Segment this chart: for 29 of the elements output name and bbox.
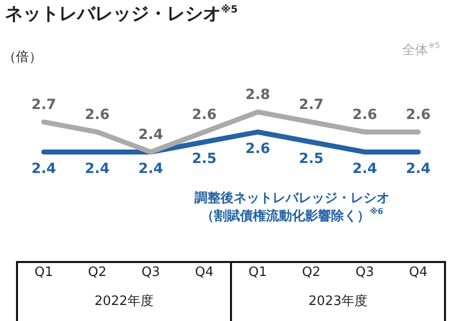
data-label: 2.6	[352, 107, 378, 123]
x-tick-label: Q3	[141, 265, 160, 280]
data-label: 2.4	[138, 161, 164, 177]
data-label: 2.4	[138, 127, 164, 143]
data-label: 2.6	[192, 107, 217, 123]
x-tick-label: Q3	[355, 265, 374, 280]
data-label: 2.6	[406, 107, 431, 123]
data-label: 2.4	[352, 161, 378, 177]
data-label: 2.7	[31, 97, 56, 113]
y-axis-title: （倍）	[3, 50, 42, 65]
data-label: 2.4	[406, 161, 431, 177]
text: 全体$^{※5}$	[402, 41, 440, 60]
data-label: 2.7	[298, 97, 324, 113]
data-label: 2.5	[192, 151, 217, 167]
x-tick-label: Q2	[88, 265, 107, 280]
data-label: 2.6	[84, 107, 110, 123]
text: 2022年度	[94, 293, 154, 309]
data-label: 2.4	[84, 161, 110, 177]
x-tick-label: Q4	[408, 265, 428, 280]
x-tick-label: Q4	[194, 265, 214, 280]
x-tick-label: Q1	[248, 265, 268, 280]
data-label: 2.5	[298, 151, 324, 167]
text: 調整後ネットレバレッジ・レシオ（割賦債権流動化影響除く）$^{※6}$	[194, 190, 390, 226]
data-label: 2.4	[31, 161, 56, 177]
x-tick-label: Q1	[34, 265, 54, 280]
text: 2023年度	[308, 293, 368, 309]
data-label: 2.8	[245, 87, 270, 103]
data-label: 2.6	[245, 141, 270, 157]
x-tick-label: Q2	[302, 265, 321, 280]
